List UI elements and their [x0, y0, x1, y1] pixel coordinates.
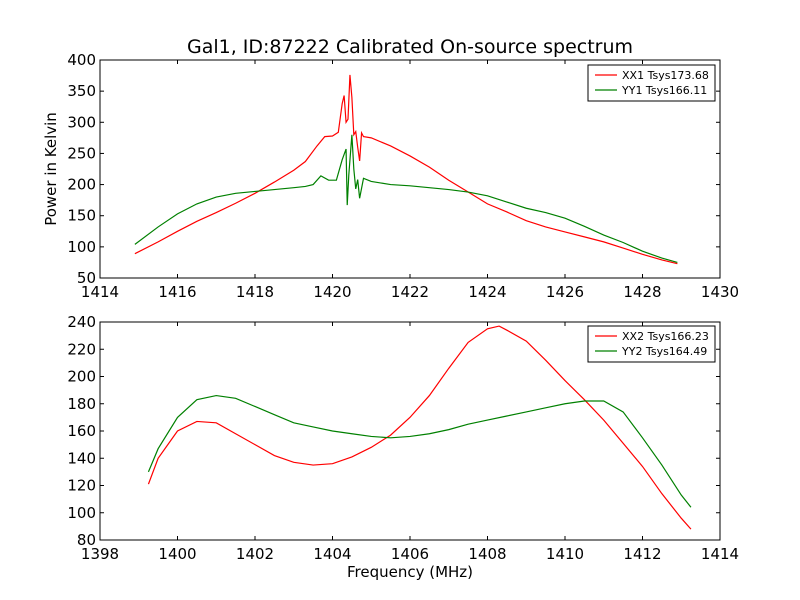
y-axis-label: Power in Kelvin: [42, 112, 60, 226]
x-tick-label: 1404: [313, 545, 351, 563]
y-tick-label: 140: [67, 449, 96, 467]
y-tick-label: 180: [67, 395, 96, 413]
top-panel: 1414 1416 1418 1420 1422 1424 1426 1428 1430 50 10…: [67, 51, 739, 301]
y-tick-label: 200: [67, 368, 96, 386]
legend-entry-label: XX2 Tsys166.23: [622, 330, 709, 343]
x-tick-label: 1424: [468, 283, 506, 301]
y-tick-label: 160: [67, 422, 96, 440]
x-tick-label: 1408: [468, 545, 506, 563]
x-tick-label: 1428: [623, 283, 661, 301]
y-tick-label: 200: [67, 176, 96, 194]
y-tick-label: 400: [67, 51, 96, 69]
legend-entry-label: YY1 Tsys166.11: [621, 84, 707, 97]
x-tick-label: 1410: [546, 545, 584, 563]
legend-entry-label: YY2 Tsys164.49: [621, 345, 707, 358]
x-tick-label: 1406: [391, 545, 429, 563]
bottom-panel: 1398 1400 1402 1404 1406 1408 1410 1412 1414 80 10…: [67, 313, 739, 563]
legend-box: [587, 325, 716, 363]
series-line-1: [134, 74, 678, 265]
y-tick-label: 100: [67, 238, 96, 256]
x-tick-label: 1418: [236, 283, 274, 301]
x-axis-label: Frequency (MHz): [347, 563, 473, 581]
x-tick-label: 1414: [701, 545, 739, 563]
y-tick-label: 120: [67, 477, 96, 495]
series-line-2: [147, 394, 692, 508]
y-tick-label: 300: [67, 113, 96, 131]
series-line-2: [134, 134, 678, 264]
y-tick-label: 50: [77, 269, 96, 287]
x-tick-label: 1412: [623, 545, 661, 563]
y-tick-label: 100: [67, 504, 96, 522]
legend-box: [587, 64, 716, 102]
legend-entry-label: XX1 Tsys173.68: [622, 69, 709, 82]
x-tick-label: 1422: [391, 283, 429, 301]
x-tick-label: 1420: [313, 283, 351, 301]
legend: XX2 Tsys166.23 YY2 Tsys164.49: [587, 325, 716, 363]
x-tick-label: 1398: [81, 545, 119, 563]
x-tick-label: 1414: [81, 283, 119, 301]
y-tick-label: 80: [77, 531, 96, 549]
y-tick-label: 350: [67, 82, 96, 100]
legend: XX1 Tsys173.68 YY1 Tsys166.11: [587, 64, 716, 102]
y-tick-label: 150: [67, 207, 96, 225]
y-tick-label: 250: [67, 144, 96, 162]
x-tick-label: 1426: [546, 283, 584, 301]
series-line-1: [147, 325, 692, 530]
x-tick-label: 1400: [158, 545, 196, 563]
y-tick-label: 220: [67, 340, 96, 358]
x-tick-label: 1402: [236, 545, 274, 563]
chart-title: Gal1, ID:87222 Calibrated On-source spec…: [187, 36, 633, 58]
x-tick-label: 1430: [701, 283, 739, 301]
y-tick-label: 240: [67, 313, 96, 331]
x-tick-label: 1416: [158, 283, 196, 301]
